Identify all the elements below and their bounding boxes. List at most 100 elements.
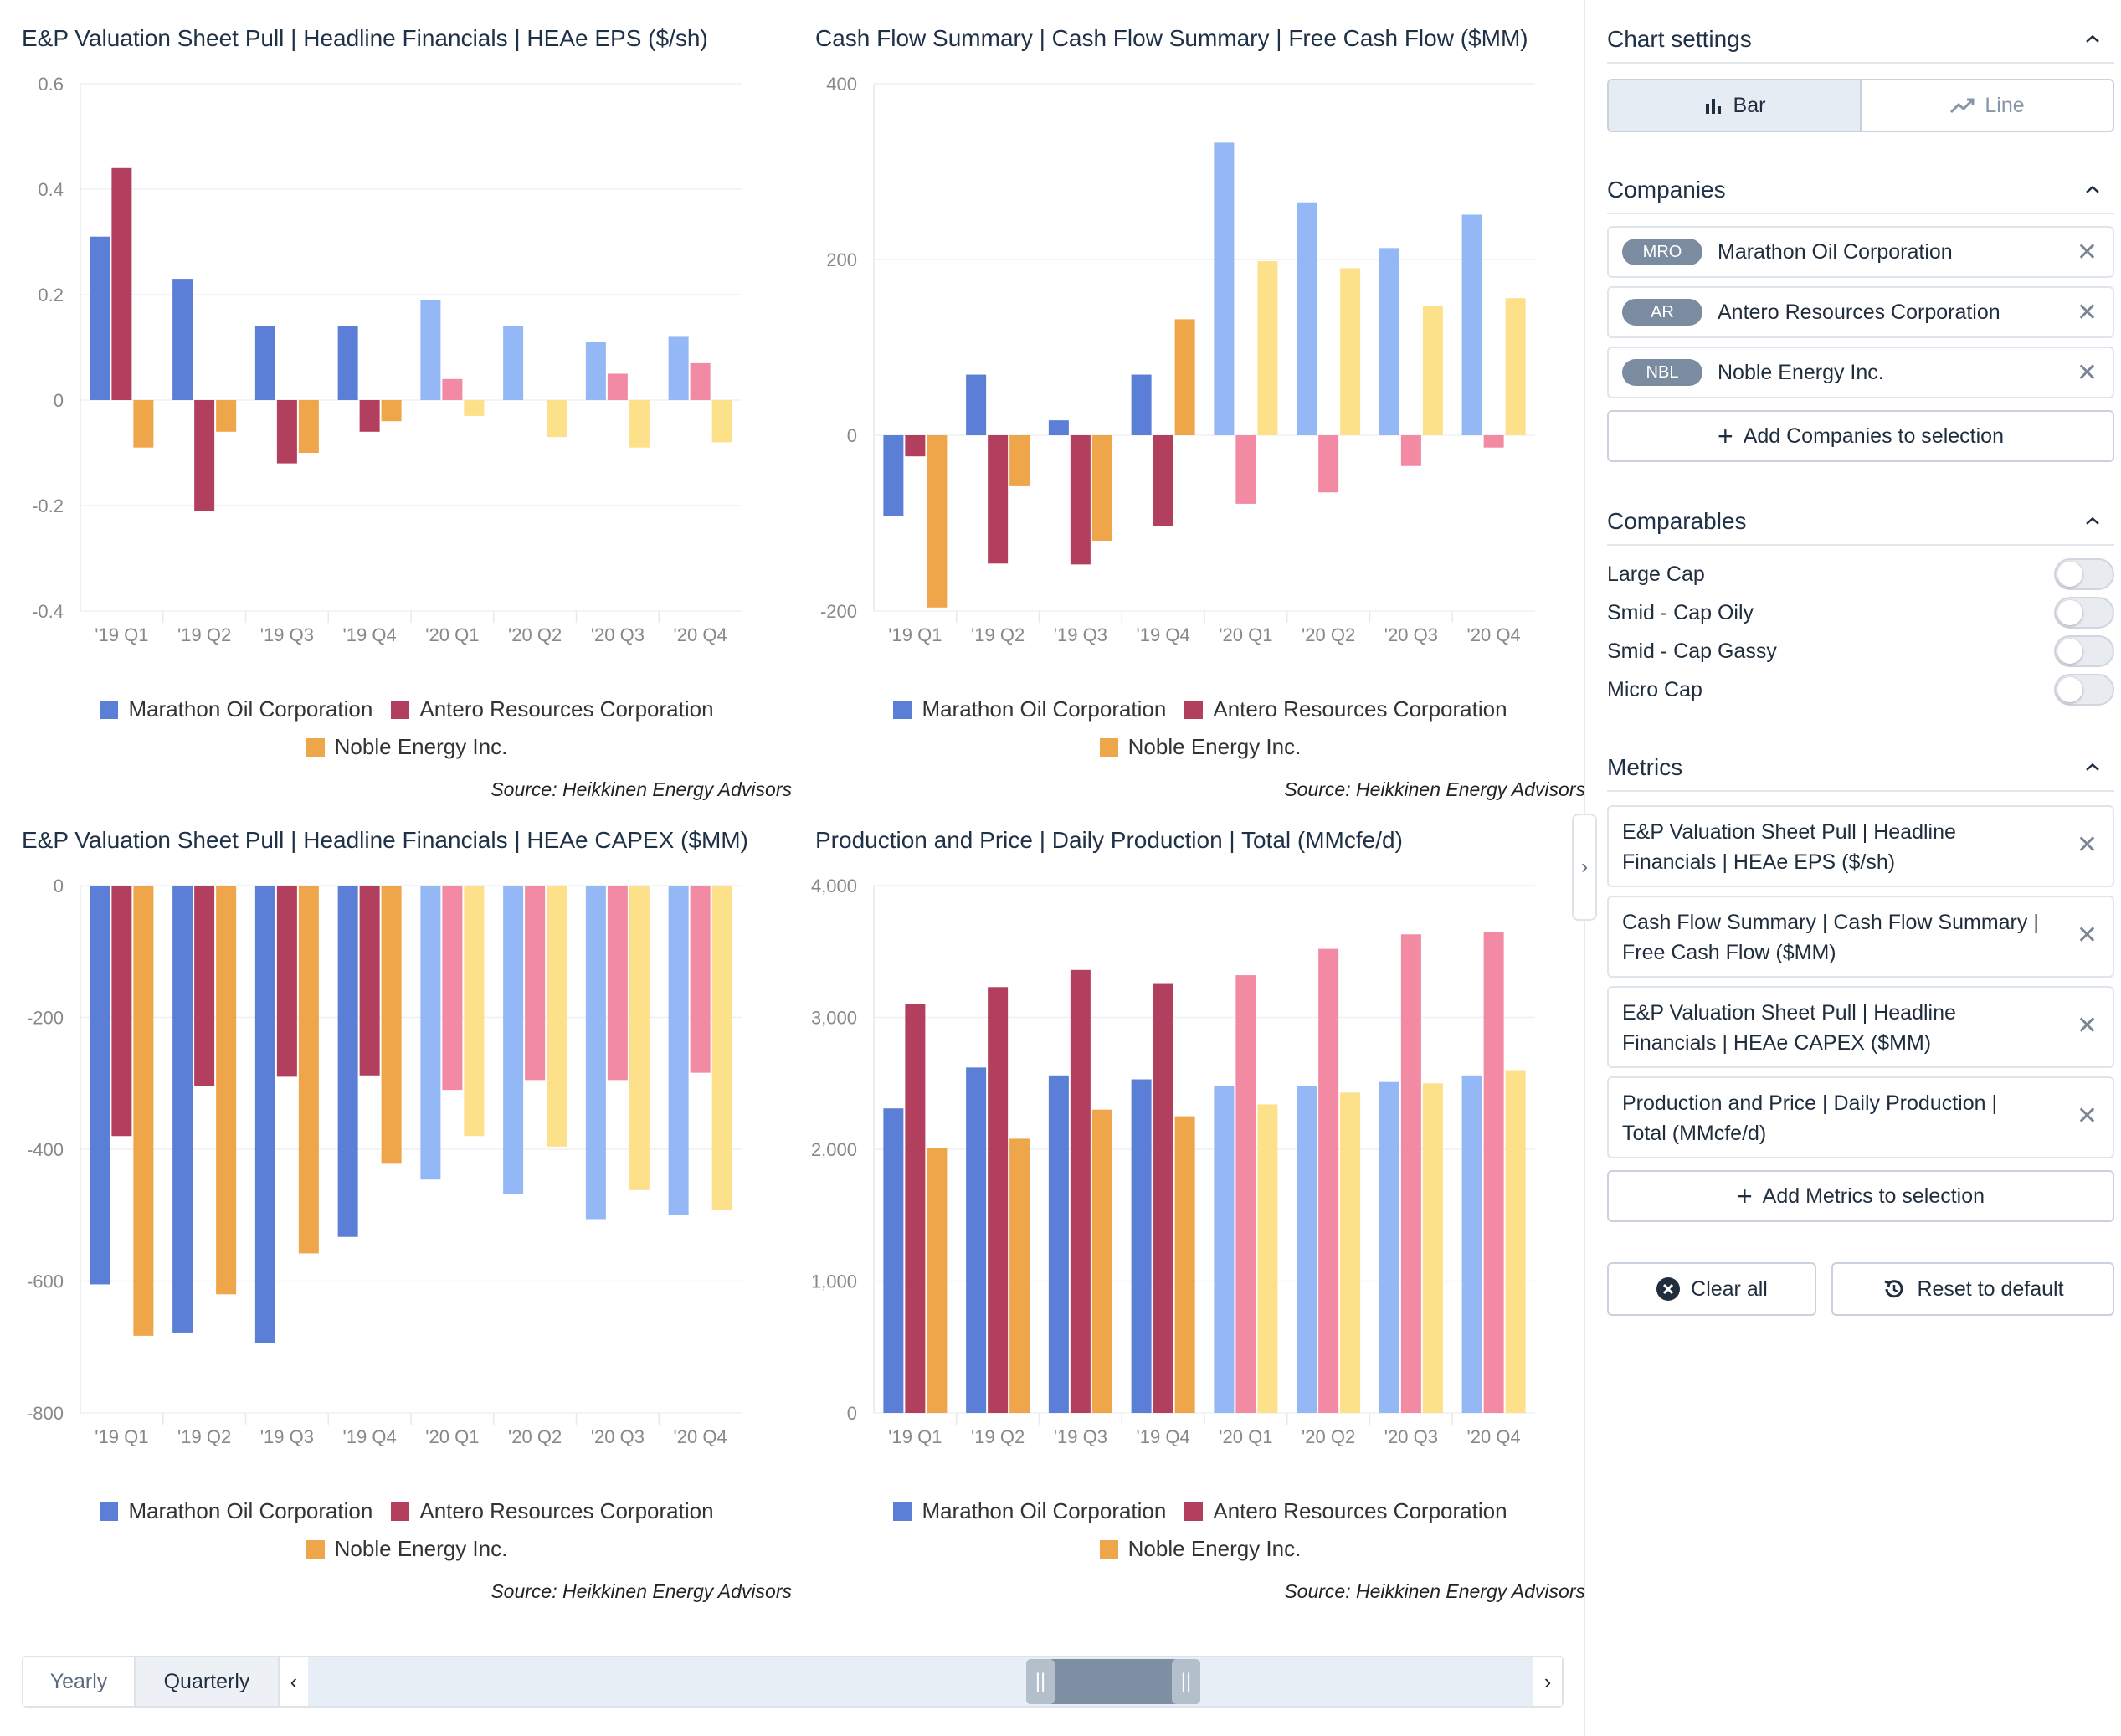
metric-label: E&P Valuation Sheet Pull | Headline Fina… xyxy=(1622,820,1956,874)
clear-all-label: Clear all xyxy=(1691,1276,1768,1301)
bar xyxy=(547,400,567,438)
comparable-toggle[interactable] xyxy=(2054,597,2114,629)
legend-item-mro[interactable]: Marathon Oil Corporation xyxy=(100,696,372,722)
comparable-label: Smid - Cap Gassy xyxy=(1607,639,1777,663)
bar xyxy=(1174,319,1195,435)
clear-all-button[interactable]: Clear all xyxy=(1607,1262,1816,1316)
x-tick-label: '20 Q3 xyxy=(1384,1426,1438,1447)
reset-default-button[interactable]: Reset to default xyxy=(1831,1262,2114,1316)
ticker-badge: AR xyxy=(1622,299,1702,326)
legend-item-ar[interactable]: Antero Resources Corporation xyxy=(1184,1498,1507,1524)
close-icon[interactable]: ✕ xyxy=(2076,358,2098,387)
comparable-toggle[interactable] xyxy=(2054,558,2114,590)
chevron-right-icon[interactable]: › xyxy=(1533,1657,1562,1706)
bar xyxy=(194,886,215,1086)
bar xyxy=(381,886,402,1164)
chart-legend: Marathon Oil Corporation Antero Resource… xyxy=(815,1498,1585,1574)
bar xyxy=(1153,435,1173,526)
range-handle-right[interactable]: || xyxy=(1172,1659,1200,1704)
x-tick-label: '20 Q3 xyxy=(591,624,645,645)
legend-item-mro[interactable]: Marathon Oil Corporation xyxy=(893,696,1166,722)
x-tick-label: '19 Q2 xyxy=(177,1426,231,1447)
x-tick-label: '20 Q3 xyxy=(591,1426,645,1447)
y-tick-label: -200 xyxy=(27,1008,64,1029)
bar xyxy=(381,400,402,422)
metric-row: E&P Valuation Sheet Pull | Headline Fina… xyxy=(1607,986,2114,1068)
metric-label: E&P Valuation Sheet Pull | Headline Fina… xyxy=(1622,1001,1956,1055)
comparable-toggle[interactable] xyxy=(2054,635,2114,667)
close-icon[interactable]: ✕ xyxy=(2076,1012,2098,1040)
bar xyxy=(133,400,154,448)
legend-swatch-mro xyxy=(100,700,119,719)
legend-label: Noble Energy Inc. xyxy=(1127,734,1302,759)
fcf-chart: 400 200 0 -200 '19 Q1 '19 Q2 '19 Q3 '19 Q4 '20 Q… xyxy=(820,74,1535,645)
ticker-badge: NBL xyxy=(1622,359,1702,386)
chart-title: E&P Valuation Sheet Pull | Headline Fina… xyxy=(22,827,748,853)
range-track[interactable]: || || xyxy=(308,1657,1533,1706)
bar xyxy=(629,886,650,1190)
bar-chart-button[interactable]: Bar xyxy=(1609,80,1862,131)
chart-title: Production and Price | Daily Production … xyxy=(815,827,1403,853)
legend-item-nbl[interactable]: Noble Energy Inc. xyxy=(306,1536,507,1562)
legend-swatch-ar xyxy=(1184,700,1204,719)
close-icon[interactable]: ✕ xyxy=(2076,298,2098,326)
metric-label: Cash Flow Summary | Cash Flow Summary | … xyxy=(1622,911,2039,964)
comparables-header[interactable]: Comparables xyxy=(1607,499,2114,546)
legend-label: Marathon Oil Corporation xyxy=(922,696,1167,722)
y-tick-label: 3,000 xyxy=(811,1008,857,1029)
bar xyxy=(216,886,237,1295)
close-icon[interactable]: ✕ xyxy=(2076,922,2098,949)
toggle-knob xyxy=(2057,639,2082,664)
add-metrics-label: Add Metrics to selection xyxy=(1762,1184,1985,1208)
legend-label: Antero Resources Corporation xyxy=(419,696,714,722)
bar xyxy=(966,374,987,435)
y-tick-label: -200 xyxy=(820,601,857,622)
bar xyxy=(1461,214,1482,435)
bar xyxy=(464,400,485,416)
legend-item-mro[interactable]: Marathon Oil Corporation xyxy=(100,1498,372,1524)
range-handle-left[interactable]: || xyxy=(1026,1659,1055,1704)
yearly-toggle[interactable]: Yearly xyxy=(23,1657,136,1706)
metric-row: Production and Price | Daily Production … xyxy=(1607,1076,2114,1158)
bar xyxy=(298,400,319,453)
x-tick-label: '20 Q2 xyxy=(508,1426,562,1447)
comparable-row: Large Cap xyxy=(1607,557,2114,591)
bar xyxy=(1505,298,1526,435)
legend-item-ar[interactable]: Antero Resources Corporation xyxy=(1184,696,1507,722)
close-icon[interactable]: ✕ xyxy=(2076,831,2098,859)
chart-settings-header[interactable]: Chart settings xyxy=(1607,17,2114,64)
bar xyxy=(1235,435,1256,504)
x-tick-label: '19 Q4 xyxy=(1137,1426,1190,1447)
sidebar-collapse-toggle[interactable]: › xyxy=(1572,814,1597,921)
legend-item-ar[interactable]: Antero Resources Corporation xyxy=(391,1498,714,1524)
legend-swatch-nbl xyxy=(306,1539,325,1559)
chevron-left-icon[interactable]: ‹ xyxy=(280,1657,308,1706)
close-icon[interactable]: ✕ xyxy=(2076,1102,2098,1130)
bar xyxy=(172,279,193,400)
comparable-toggle[interactable] xyxy=(2054,674,2114,706)
bar xyxy=(711,400,732,443)
bar xyxy=(276,886,297,1077)
legend-swatch-ar xyxy=(391,1502,410,1521)
legend-item-nbl[interactable]: Noble Energy Inc. xyxy=(1099,1536,1301,1562)
legend-item-ar[interactable]: Antero Resources Corporation xyxy=(391,696,714,722)
chart-legend: Marathon Oil Corporation Antero Resource… xyxy=(22,1498,792,1574)
add-companies-button[interactable]: + Add Companies to selection xyxy=(1607,410,2114,462)
quarterly-toggle[interactable]: Quarterly xyxy=(136,1657,280,1706)
add-metrics-button[interactable]: + Add Metrics to selection xyxy=(1607,1170,2114,1222)
chart-legend: Marathon Oil Corporation Antero Resource… xyxy=(815,696,1585,772)
legend-swatch-mro xyxy=(893,700,912,719)
legend-item-nbl[interactable]: Noble Energy Inc. xyxy=(1099,734,1302,760)
add-companies-label: Add Companies to selection xyxy=(1743,424,2004,448)
range-thumb[interactable]: || || xyxy=(1026,1659,1200,1704)
line-chart-button[interactable]: Line xyxy=(1862,80,2113,131)
legend-item-mro[interactable]: Marathon Oil Corporation xyxy=(893,1498,1166,1524)
x-tick-label: '19 Q2 xyxy=(177,624,231,645)
metrics-header[interactable]: Metrics xyxy=(1607,745,2114,792)
legend-item-nbl[interactable]: Noble Energy Inc. xyxy=(306,734,507,760)
bar xyxy=(607,373,628,400)
bar xyxy=(988,987,1009,1413)
companies-header[interactable]: Companies xyxy=(1607,167,2114,214)
close-icon[interactable]: ✕ xyxy=(2076,238,2098,266)
bar xyxy=(607,886,628,1081)
